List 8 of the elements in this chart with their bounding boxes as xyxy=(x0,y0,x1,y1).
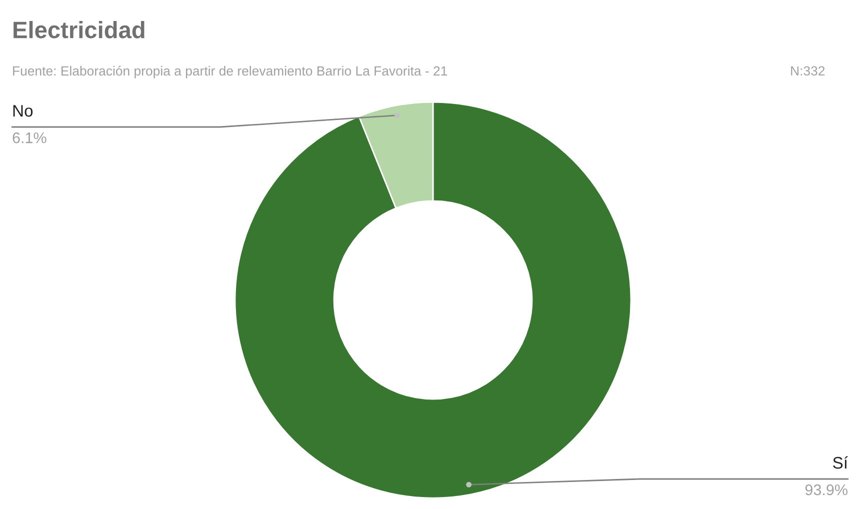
data-label: 93.9% xyxy=(805,484,848,496)
slice-label: Sí xyxy=(833,456,848,469)
text: N:332 xyxy=(791,66,825,76)
data-label: 6.1% xyxy=(12,132,46,144)
slice-label: No xyxy=(13,105,33,117)
chart-title: Electricidad xyxy=(14,20,144,38)
donut-slice xyxy=(234,101,632,499)
source-note: Fuente: Elaboración propia a partir de relevamiento Barrio La Favorita - 21 xyxy=(13,66,448,78)
